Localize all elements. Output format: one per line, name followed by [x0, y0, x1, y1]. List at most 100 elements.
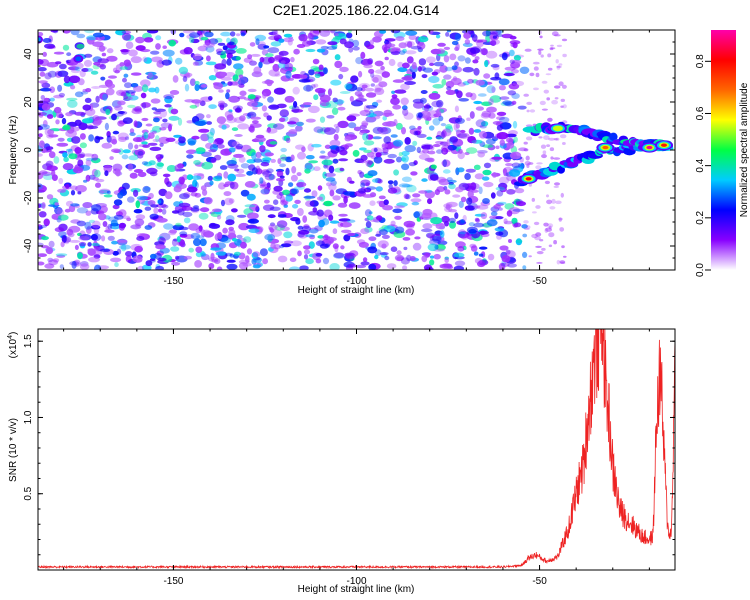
noise-blob [505, 163, 513, 167]
noise-blob [333, 133, 339, 141]
noise-blob [405, 228, 415, 236]
noise-blob [268, 104, 280, 110]
noise-blob [296, 44, 306, 48]
noise-blob [522, 233, 528, 238]
noise-blob [246, 193, 256, 201]
noise-blob [429, 62, 435, 66]
noise-blob [213, 82, 223, 90]
noise-blob [226, 58, 232, 66]
noise-blob [471, 138, 477, 144]
noise-blob [298, 78, 311, 83]
noise-blob [395, 36, 405, 42]
noise-blob [91, 153, 99, 161]
noise-blob [413, 211, 420, 219]
noise-blob [468, 127, 475, 135]
noise-blob [332, 36, 342, 40]
noise-blob [94, 264, 102, 270]
noise-blob [173, 185, 182, 193]
noise-blob [253, 158, 263, 163]
noise-blob [242, 262, 252, 267]
noise-blob [186, 120, 194, 124]
noise-blob [133, 120, 138, 128]
noise-blob [57, 84, 63, 92]
noise-blob [261, 169, 270, 175]
noise-blob [134, 245, 143, 253]
noise-blob [539, 239, 544, 242]
noise-blob [208, 96, 213, 101]
noise-blob [125, 90, 136, 94]
noise-blob [217, 42, 226, 46]
noise-blob [494, 227, 505, 232]
noise-blob [398, 152, 403, 157]
noise-blob [325, 177, 336, 182]
noise-blob [221, 124, 227, 130]
noise-blob [460, 196, 467, 203]
y-tick-label: 1.5 [23, 334, 34, 348]
noise-blob [234, 134, 243, 137]
noise-blob [240, 144, 252, 153]
noise-blob [382, 147, 389, 154]
noise-blob [177, 208, 185, 216]
noise-blob [478, 131, 488, 139]
noise-blob [120, 244, 127, 252]
noise-blob [224, 197, 234, 206]
noise-blob [401, 127, 406, 135]
noise-blob [441, 159, 451, 167]
noise-blob [130, 83, 139, 88]
noise-blob [331, 107, 339, 115]
noise-blob [561, 84, 567, 89]
noise-blob [149, 213, 159, 220]
noise-blob [177, 117, 183, 126]
noise-blob [151, 130, 157, 134]
noise-blob [124, 82, 132, 89]
noise-blob [435, 244, 446, 251]
noise-blob [161, 59, 172, 66]
noise-blob [137, 151, 144, 156]
noise-blob [429, 255, 435, 259]
noise-blob [373, 156, 383, 164]
noise-blob [558, 217, 562, 222]
noise-blob [296, 181, 307, 188]
noise-blob [38, 124, 50, 130]
noise-blob [279, 244, 285, 249]
noise-blob [175, 57, 183, 65]
noise-blob [66, 148, 73, 152]
noise-blob [102, 221, 108, 227]
noise-blob [339, 167, 345, 172]
noise-blob [38, 58, 44, 65]
noise-blob [273, 87, 286, 95]
noise-blob [165, 137, 176, 142]
noise-blob [319, 155, 326, 159]
noise-blob [201, 252, 207, 257]
noise-blob [496, 116, 505, 120]
noise-blob [400, 97, 409, 106]
noise-blob [385, 121, 397, 127]
noise-blob [496, 132, 509, 140]
noise-blob [340, 221, 352, 228]
noise-blob [383, 158, 395, 164]
noise-blob [62, 163, 74, 171]
noise-blob [206, 114, 211, 119]
noise-blob [421, 74, 428, 79]
noise-blob [458, 200, 464, 208]
noise-blob [441, 130, 447, 138]
noise-blob [236, 234, 243, 239]
noise-blob [443, 74, 452, 80]
noise-blob [236, 33, 241, 37]
noise-blob [47, 45, 56, 49]
noise-blob [475, 119, 486, 128]
noise-blob [68, 225, 81, 233]
noise-blob [199, 207, 210, 213]
noise-blob [169, 90, 180, 95]
noise-blob [239, 115, 246, 122]
noise-blob [428, 30, 434, 35]
noise-blob [51, 169, 56, 177]
noise-blob [273, 199, 279, 205]
noise-blob [195, 246, 203, 253]
noise-blob [106, 135, 112, 143]
noise-blob [559, 134, 567, 139]
noise-blob [388, 58, 396, 67]
noise-blob [490, 76, 502, 81]
noise-blob [168, 115, 180, 121]
noise-blob [135, 36, 145, 44]
